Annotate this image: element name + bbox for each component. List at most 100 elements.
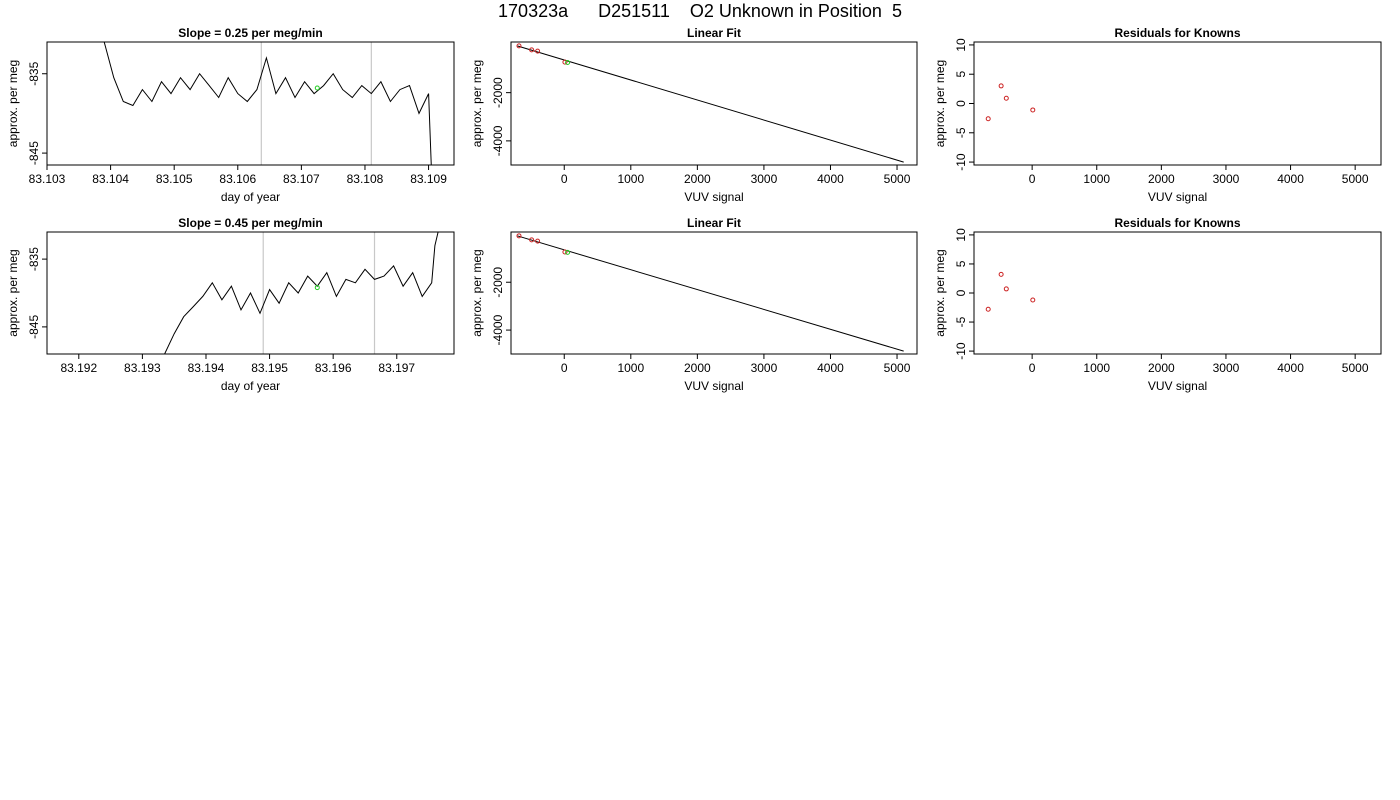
x-tick-label: 4000 [817, 361, 844, 375]
x-tick-label: 3000 [751, 361, 778, 375]
fit-line [517, 235, 904, 352]
known-point [535, 48, 541, 54]
known-point [998, 83, 1004, 89]
panel-title: Residuals for Knowns [1114, 216, 1240, 230]
x-tick-label: 83.193 [124, 361, 161, 375]
plot-area [164, 232, 439, 354]
y-tick-label: -10 [954, 342, 968, 360]
known-point [1003, 286, 1009, 292]
x-tick-label: 5000 [1342, 172, 1369, 186]
plot-frame [46, 231, 455, 355]
x-tick-label: 83.104 [92, 172, 129, 186]
x-tick-label: 1000 [617, 361, 644, 375]
known-point [562, 249, 568, 255]
y-tick-label: 5 [954, 71, 968, 78]
chart-panel-1: Slope = 0.25 per meg/min 83.103 83.104 83.1… [6, 26, 455, 204]
x-tick-label: 83.195 [251, 361, 288, 375]
x-tick-label: 1000 [617, 172, 644, 186]
y-tick-label: -4000 [491, 125, 505, 156]
y-tick-label: 5 [954, 260, 968, 267]
chart-panel-4: Slope = 0.45 per meg/min 83.192 83.193 83.1… [6, 216, 455, 393]
x-tick-label: 3000 [1213, 172, 1240, 186]
x-tick-label: 83.107 [283, 172, 320, 186]
known-point [529, 47, 535, 53]
plot-area [103, 42, 432, 165]
figure-title: 170323a D251511 O2 Unknown in Position 5 [498, 1, 902, 21]
y-axis-label: approx. per meg [470, 60, 484, 147]
x-tick-label: 5000 [884, 361, 911, 375]
unknown-point [565, 60, 571, 65]
x-tick-label: 83.108 [347, 172, 384, 186]
known-point [535, 238, 541, 244]
known-point [1003, 95, 1009, 101]
known-point [1030, 107, 1036, 113]
y-tick-label: 10 [954, 38, 968, 52]
x-tick-label: 0 [1029, 172, 1036, 186]
x-tick-label: 0 [561, 172, 568, 186]
x-tick-label: 4000 [817, 172, 844, 186]
unknown-point [565, 249, 571, 255]
plot-area [985, 83, 1036, 122]
x-tick-label: 1000 [1083, 172, 1110, 186]
x-tick-label: 2000 [684, 361, 711, 375]
x-tick-label: 4000 [1277, 361, 1304, 375]
x-axis-label: VUV signal [684, 379, 743, 393]
y-tick-label: 0 [954, 289, 968, 296]
x-tick-label: 83.106 [219, 172, 256, 186]
y-axis-label: approx. per meg [933, 60, 947, 147]
y-tick-label: -10 [954, 153, 968, 171]
y-tick-label: 10 [954, 228, 968, 242]
known-point [529, 237, 535, 243]
x-axis-label: day of year [221, 190, 280, 204]
known-point [562, 59, 568, 65]
y-tick-label: -5 [954, 127, 968, 138]
known-point [985, 116, 991, 122]
known-point [998, 271, 1004, 277]
panel-title: Residuals for Knowns [1114, 26, 1240, 40]
chart-panel-5: Linear Fit 0 1000 2000 3000 4000 5000 -2000 -400… [470, 216, 918, 393]
plot-frame [510, 41, 918, 166]
x-tick-label: 0 [1029, 361, 1036, 375]
series-line [103, 42, 432, 165]
panel-title: Slope = 0.25 per meg/min [178, 26, 322, 40]
x-tick-label: 5000 [1342, 361, 1369, 375]
y-tick-label: -835 [27, 61, 41, 85]
y-tick-label: 0 [954, 100, 968, 107]
x-tick-label: 83.196 [315, 361, 352, 375]
x-tick-label: 2000 [1148, 172, 1175, 186]
x-axis-label: VUV signal [684, 190, 743, 204]
unknown-marker [314, 285, 320, 291]
y-tick-label: -845 [27, 315, 41, 339]
plot-area [516, 233, 904, 352]
plot-area [985, 271, 1036, 312]
x-tick-label: 2000 [1148, 361, 1175, 375]
chart-panel-6: Residuals for Knowns 0 1000 2000 3000 4000 500… [933, 216, 1382, 393]
x-tick-label: 83.197 [378, 361, 415, 375]
y-axis-label: approx. per meg [6, 60, 20, 147]
y-tick-label: -2000 [491, 77, 505, 108]
y-tick-label: -835 [27, 247, 41, 271]
x-tick-label: 4000 [1277, 172, 1304, 186]
y-tick-label: -5 [954, 316, 968, 327]
plot-area [516, 43, 904, 163]
y-axis-label: approx. per meg [470, 249, 484, 336]
y-axis-label: approx. per meg [6, 249, 20, 336]
x-axis-label: VUV signal [1148, 190, 1207, 204]
x-tick-label: 83.105 [156, 172, 193, 186]
known-point [985, 306, 991, 312]
plot-frame [973, 231, 1382, 355]
plot-frame [973, 41, 1382, 166]
y-tick-label: -845 [27, 141, 41, 165]
y-tick-label: -2000 [491, 267, 505, 298]
fit-line [517, 45, 904, 163]
y-tick-label: -4000 [491, 314, 505, 345]
x-tick-label: 2000 [684, 172, 711, 186]
x-axis-label: day of year [221, 379, 280, 393]
x-tick-label: 5000 [884, 172, 911, 186]
x-tick-label: 1000 [1083, 361, 1110, 375]
x-tick-label: 83.109 [410, 172, 447, 186]
x-axis-label: VUV signal [1148, 379, 1207, 393]
known-point [516, 43, 522, 49]
chart-panel-3: Residuals for Knowns 0 1000 2000 3000 4000 500… [933, 26, 1382, 204]
